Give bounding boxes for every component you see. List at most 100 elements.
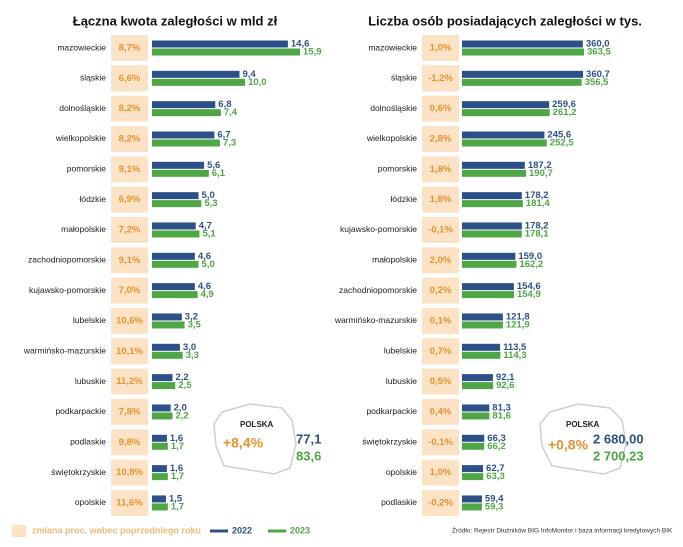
bar bbox=[152, 434, 167, 442]
bar bbox=[152, 139, 220, 147]
category-label: śląskie bbox=[391, 73, 417, 83]
bar bbox=[462, 101, 550, 109]
bar bbox=[462, 503, 482, 511]
summary-value: 2 680,00 bbox=[593, 431, 644, 446]
change-box bbox=[422, 307, 459, 334]
value-label: 66,3 bbox=[487, 433, 506, 444]
bar bbox=[152, 200, 202, 208]
bar bbox=[152, 404, 171, 412]
change-label: 1,0% bbox=[430, 467, 452, 478]
value-label: 66,2 bbox=[487, 441, 506, 452]
bar bbox=[152, 161, 205, 169]
change-label: 10,6% bbox=[116, 315, 143, 326]
category-label: opolskie bbox=[386, 467, 417, 477]
change-box bbox=[422, 186, 459, 213]
value-label: 7,3 bbox=[223, 138, 236, 149]
bar bbox=[462, 192, 522, 200]
change-box bbox=[111, 489, 148, 516]
change-label: 1,8% bbox=[430, 194, 452, 205]
change-box bbox=[422, 35, 459, 61]
category-label: podkarpackie bbox=[366, 406, 417, 416]
category-label: śląskie bbox=[80, 73, 106, 83]
value-label: 1,7 bbox=[171, 441, 184, 452]
change-label: 10,1% bbox=[116, 346, 143, 357]
category-label: warmińsko-mazurskie bbox=[23, 346, 106, 356]
change-box bbox=[422, 459, 459, 486]
change-box bbox=[422, 338, 459, 365]
summary-label: POLSKA bbox=[240, 420, 274, 429]
change-label: -0,2% bbox=[428, 497, 453, 508]
category-label: lubuskie bbox=[75, 376, 106, 386]
change-label: 0,1% bbox=[430, 315, 452, 326]
change-label: 8,2% bbox=[119, 103, 141, 114]
legend-label: 2022 bbox=[232, 525, 252, 535]
change-box bbox=[111, 95, 148, 122]
change-box bbox=[422, 65, 459, 92]
category-label: mazowieckie bbox=[368, 42, 417, 52]
category-label: zachodniopomorskie bbox=[339, 285, 417, 295]
change-label: 0,2% bbox=[430, 285, 452, 296]
bar bbox=[152, 291, 198, 299]
bar bbox=[462, 465, 484, 473]
summary-label: POLSKA bbox=[566, 420, 600, 429]
chart-title: Łączna kwota zaległości w mld zł bbox=[73, 13, 278, 28]
value-label: 7,4 bbox=[224, 107, 238, 118]
change-label: -1,2% bbox=[428, 73, 453, 84]
change-label: 9,1% bbox=[119, 255, 141, 266]
value-label: 81,6 bbox=[492, 410, 511, 421]
value-label: 3,3 bbox=[186, 350, 199, 361]
value-label: 114,3 bbox=[503, 350, 526, 361]
value-label: 2,0 bbox=[174, 402, 187, 413]
change-box bbox=[111, 429, 148, 456]
change-box bbox=[422, 216, 459, 243]
bar bbox=[152, 343, 180, 351]
category-label: pomorskie bbox=[67, 164, 106, 174]
change-label: 6,9% bbox=[119, 194, 141, 205]
category-label: świętokrzyskie bbox=[362, 437, 417, 447]
value-label: 5,0 bbox=[202, 259, 215, 270]
change-box bbox=[111, 65, 148, 92]
bar bbox=[462, 200, 523, 208]
bar bbox=[462, 40, 583, 48]
value-label: 59,4 bbox=[485, 493, 504, 504]
category-label: małopolskie bbox=[372, 255, 417, 265]
bar bbox=[462, 434, 485, 442]
change-label: 8,7% bbox=[119, 43, 141, 54]
bar bbox=[152, 101, 216, 109]
bar bbox=[152, 374, 173, 382]
category-label: dolnośląskie bbox=[59, 103, 106, 113]
change-label: 7,2% bbox=[119, 224, 141, 235]
change-label: 1,8% bbox=[430, 164, 452, 175]
value-label: 154,6 bbox=[517, 281, 541, 292]
bar bbox=[462, 473, 484, 481]
value-label: 121,9 bbox=[506, 319, 530, 330]
category-label: podlaskie bbox=[381, 497, 417, 507]
change-label: 2,0% bbox=[430, 255, 452, 266]
value-label: 5,1 bbox=[202, 228, 216, 239]
bar bbox=[462, 343, 501, 351]
change-box bbox=[111, 277, 148, 304]
bar bbox=[152, 495, 166, 503]
value-label: 5,0 bbox=[202, 190, 215, 201]
category-label: mazowieckie bbox=[57, 42, 106, 52]
change-label: 6,6% bbox=[119, 73, 141, 84]
bar bbox=[462, 222, 522, 230]
value-label: 4,9 bbox=[201, 289, 214, 300]
category-label: łódzkie bbox=[80, 194, 107, 204]
category-label: świętokrzyskie bbox=[51, 467, 106, 477]
change-box bbox=[422, 125, 459, 152]
bar bbox=[152, 222, 196, 230]
bar bbox=[462, 252, 516, 260]
change-label: 9,1% bbox=[119, 164, 141, 175]
bar bbox=[152, 442, 168, 450]
change-box bbox=[422, 277, 459, 304]
value-label: 178,2 bbox=[525, 220, 549, 231]
bar bbox=[462, 48, 584, 56]
bar bbox=[462, 109, 550, 117]
map-outline bbox=[213, 403, 297, 475]
change-box bbox=[111, 398, 148, 425]
change-box bbox=[422, 156, 459, 183]
source: Źródło: Rejestr Dłużników BIG InfoMonito… bbox=[452, 526, 673, 535]
summary-change: +0,8% bbox=[548, 437, 589, 453]
bar bbox=[462, 70, 584, 78]
